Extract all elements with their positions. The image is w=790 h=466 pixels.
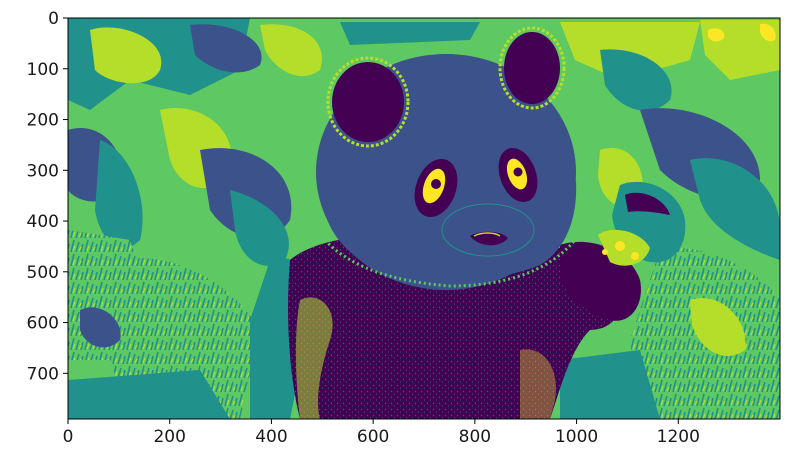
x-tick-label: 400 <box>255 427 287 447</box>
x-axis: 0 200 400 600 800 1000 1200 <box>63 419 700 447</box>
panda <box>288 26 686 419</box>
x-tick-label: 1000 <box>555 427 598 447</box>
panda-body <box>288 235 621 419</box>
y-tick-label: 300 <box>27 161 59 181</box>
panda-right-ear <box>504 32 560 104</box>
y-tick-label: 600 <box>27 314 59 334</box>
axes-frame <box>67 17 781 420</box>
y-tick-label: 400 <box>27 212 59 232</box>
y-tick-label: 100 <box>27 60 59 80</box>
y-tick-label: 500 <box>27 263 59 283</box>
x-tick-label: 600 <box>357 427 389 447</box>
x-tick-label: 0 <box>63 427 74 447</box>
y-tick-label: 200 <box>27 111 59 131</box>
x-tick-label: 1200 <box>657 427 700 447</box>
panda-left-ear <box>332 62 404 142</box>
x-tick-label: 800 <box>459 427 491 447</box>
y-axis: 0 100 200 300 400 500 600 700 <box>27 9 68 384</box>
y-tick-label: 0 <box>48 9 59 29</box>
image-area <box>68 18 780 419</box>
y-tick-label: 700 <box>27 364 59 384</box>
x-tick-label: 200 <box>153 427 185 447</box>
foliage-blobs <box>68 18 780 419</box>
